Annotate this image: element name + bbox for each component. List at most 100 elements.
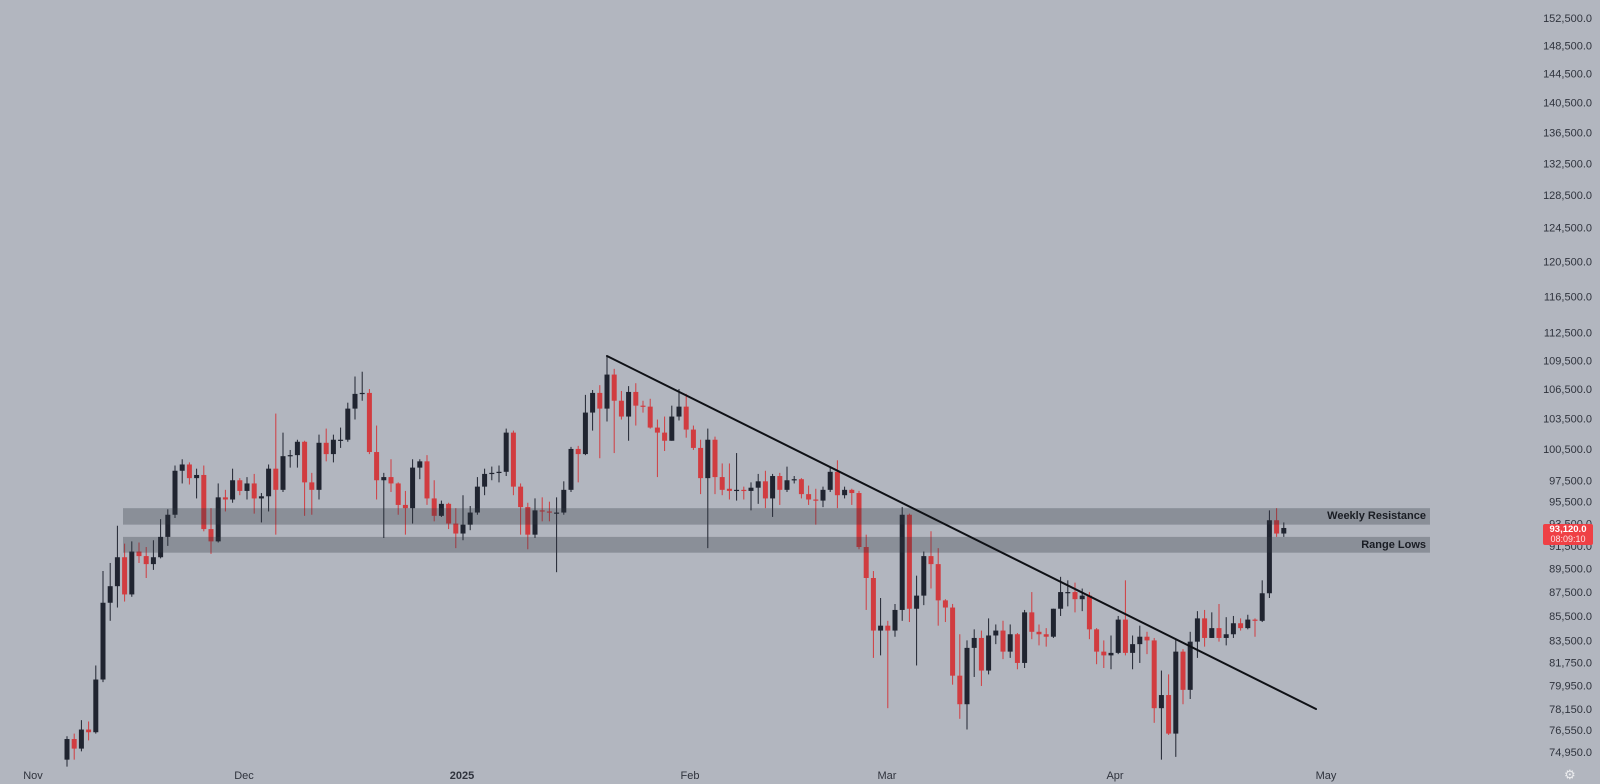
y-axis-tick: 103,500.0 [1543,414,1592,426]
candle-body [791,479,797,481]
candle-body [482,473,488,487]
candle-body [323,442,329,455]
y-axis-tick: 95,500.0 [1549,497,1592,509]
candle-body [921,556,927,596]
y-axis-tick: 100,500.0 [1543,444,1592,456]
candle-body [986,635,992,671]
candle-body [1252,619,1258,621]
x-axis-label-may: May [1316,770,1337,782]
y-axis-tick: 106,500.0 [1543,384,1592,396]
candle-body [1108,652,1114,656]
candle-body [230,480,236,500]
candle-body [503,432,509,472]
candle-body [338,439,344,441]
candle-body [957,675,963,705]
candle-body [244,483,250,491]
candle-body [93,679,99,733]
candle-body [136,551,142,557]
candle-body [467,512,473,525]
y-axis-tick: 124,500.0 [1543,223,1592,235]
weekly-resistance-label[interactable]: Weekly Resistance [1327,510,1426,523]
candle-body [561,489,567,513]
descending-trendline[interactable] [606,355,1317,710]
candle-body [496,471,502,474]
x-axis-label-feb: Feb [681,770,700,782]
x-axis-label-mar: Mar [878,770,897,782]
candle-body [568,448,574,490]
candle-body [395,483,401,505]
candle-body [647,406,653,428]
candle-body [424,461,430,499]
candle-body [129,551,135,595]
candle-body [316,442,322,490]
y-axis-tick: 85,500.0 [1549,611,1592,623]
candle-body [856,493,862,548]
candle-body [741,489,747,492]
candle-body [266,468,272,497]
candle-body [1065,592,1071,594]
price-axis[interactable] [1540,0,1600,760]
candle-body [150,557,156,565]
candle-body [784,480,790,490]
candle-body [1029,612,1035,632]
y-axis-tick: 79,950.0 [1549,680,1592,692]
candle-body [280,456,286,490]
candle-body [964,647,970,705]
candle-body [71,739,77,749]
candle-body [1094,629,1100,652]
x-axis-label-nov: Nov [23,770,43,782]
time-axis[interactable] [0,762,1540,784]
candle-body [1079,595,1085,600]
candle-body [806,494,812,500]
candle-body [100,602,106,680]
candle-body [813,499,819,501]
candle-body [1202,618,1208,638]
candle-body [273,468,279,490]
candle-body [863,547,869,578]
candle-body [705,439,711,479]
candle-body [366,392,372,453]
candle-body [820,489,826,501]
candle-body [1072,592,1078,600]
candle-body [1245,619,1251,629]
candle-body [532,510,538,535]
candle-body [258,496,264,499]
candle-body [935,564,941,601]
candle-body [294,441,300,456]
candle-body [1058,592,1064,609]
candle-body [474,486,480,513]
candle-body [208,529,214,542]
candle-body [1281,527,1287,534]
candle-body [1043,634,1049,637]
candle-body [237,480,243,491]
y-axis-tick: 87,500.0 [1549,587,1592,599]
y-axis-tick: 89,500.0 [1549,564,1592,576]
range-lows-label[interactable]: Range Lows [1361,538,1426,551]
candle-body [734,489,740,492]
candle-body [546,511,552,513]
y-axis-tick: 74,950.0 [1549,747,1592,759]
price-scale-settings-icon[interactable]: ⚙ [1564,767,1576,782]
candle-body [539,510,545,512]
range-lows-zone[interactable] [123,536,1430,553]
candle-body [1122,619,1128,653]
candle-body [287,455,293,457]
candle-body [172,470,178,515]
candle-body [525,507,531,535]
candle-body [460,524,466,534]
candle-body [582,412,588,455]
candle-body [777,476,783,490]
candle-body [359,392,365,395]
candle-body [86,729,92,733]
candle-body [345,408,351,440]
candle-body [251,483,257,499]
candle-body [64,739,70,760]
weekly-resistance-zone[interactable] [123,508,1430,525]
candle-body [489,472,495,475]
y-axis-tick: 112,500.0 [1544,327,1592,339]
candle-body [302,441,308,483]
candle-body [834,471,840,496]
candle-body [676,406,682,417]
